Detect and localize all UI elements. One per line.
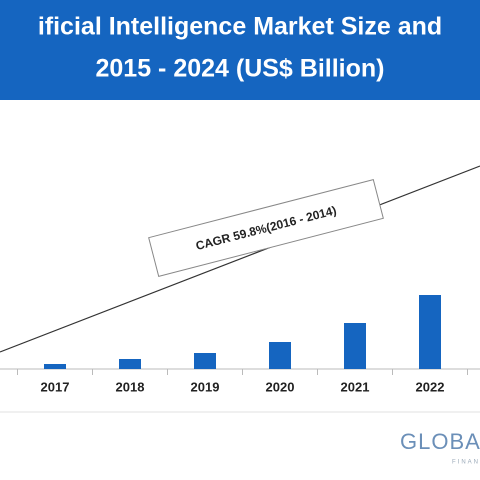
annotation-box: [148, 178, 384, 278]
logo-sub: FINAN: [452, 460, 480, 466]
x-tick-label: 2021: [341, 379, 370, 394]
bar: [344, 323, 366, 369]
chart-title: 2015 - 2024 (US$ Billion): [95, 55, 384, 83]
x-tick-label: 2017: [41, 379, 70, 394]
bar: [44, 364, 66, 369]
trend-line: [0, 165, 480, 353]
x-tick-label: 2022: [416, 379, 445, 394]
x-tick-label: 2019: [191, 379, 220, 394]
logo: GLOBAL: [400, 429, 480, 454]
bar: [194, 353, 216, 369]
chart-title: ificial Intelligence Market Size and: [38, 13, 442, 41]
x-tick-label: 2020: [266, 379, 295, 394]
header-band: [0, 0, 480, 100]
bar: [269, 342, 291, 369]
annotation-group: CAGR 59.8%(2016 - 2014): [148, 178, 384, 278]
bar: [419, 295, 441, 369]
x-tick-label: 2018: [116, 379, 145, 394]
bar: [119, 359, 141, 369]
